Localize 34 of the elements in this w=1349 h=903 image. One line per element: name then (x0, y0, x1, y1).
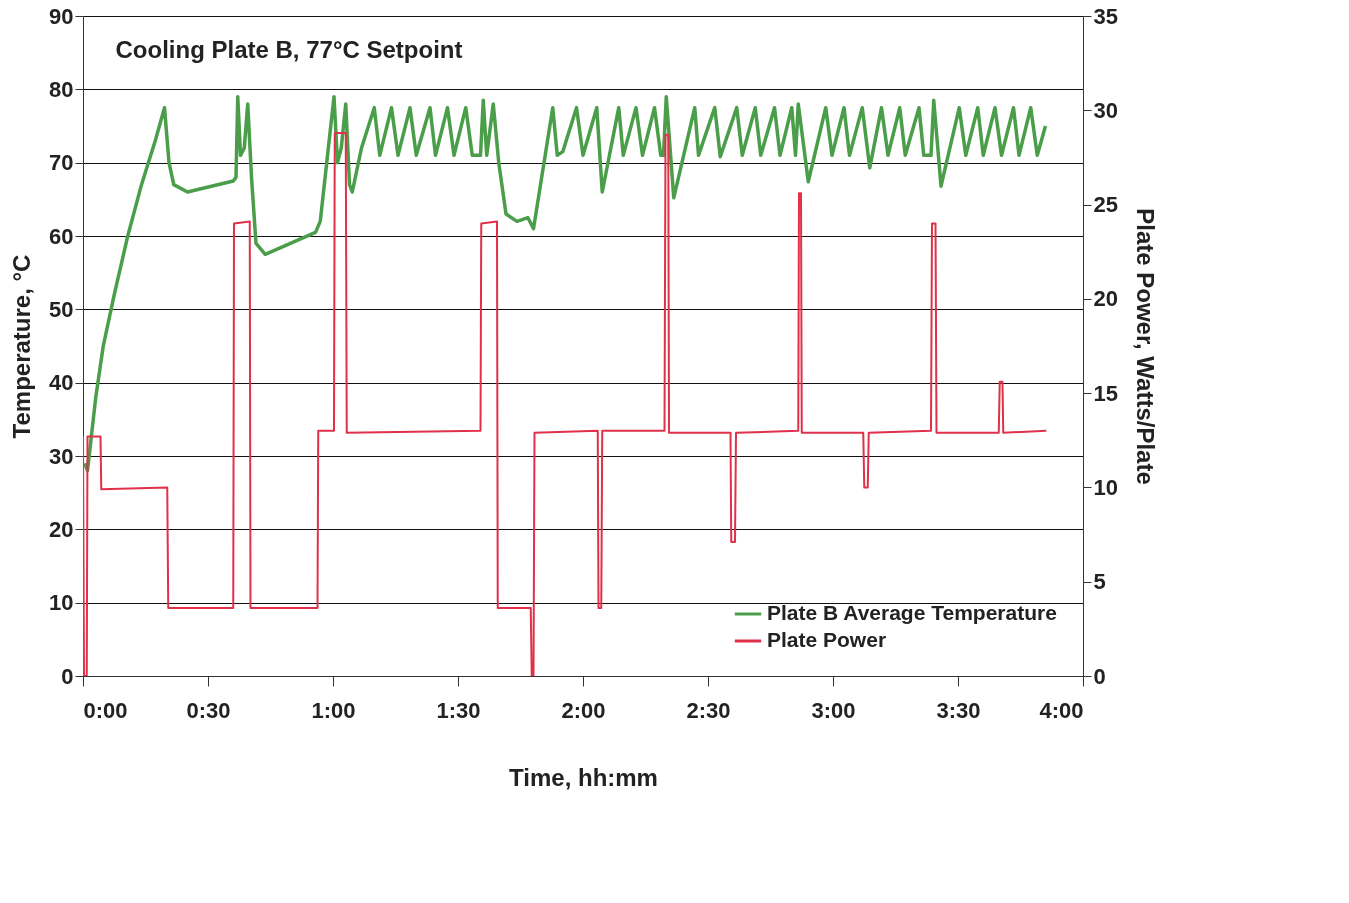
x-tick-label: 1:00 (311, 697, 356, 723)
x-tick-label: 2:30 (686, 697, 731, 723)
y-tick-label: 40 (49, 370, 74, 396)
y2-tick-label: 0 (1093, 663, 1106, 689)
y2-tick-label: 15 (1093, 380, 1118, 406)
y-tick-label: 20 (49, 516, 74, 542)
y2-tick-label: 30 (1093, 97, 1118, 123)
y-tick-label: 70 (49, 150, 74, 176)
y2-tick-label: 20 (1093, 286, 1118, 312)
legend-label: Plate Power (767, 628, 887, 651)
y2-tick-label: 10 (1093, 474, 1118, 500)
y2-tick-label: 5 (1093, 569, 1106, 595)
y2-tick-label: 25 (1093, 192, 1118, 218)
x-tick-label: 0:00 (83, 697, 128, 723)
x-tick-label: 1:30 (436, 697, 481, 723)
y-tick-label: 50 (49, 296, 74, 322)
x-tick-label: 0:30 (186, 697, 231, 723)
x-axis-title: Time, hh:mm (509, 763, 658, 791)
y-tick-label: 60 (49, 223, 74, 249)
y2-tick-label: 35 (1093, 3, 1118, 29)
x-tick-label: 4:00 (1039, 697, 1084, 723)
legend-label: Plate B Average Temperature (767, 601, 1057, 624)
x-tick-label: 3:00 (811, 697, 856, 723)
y-tick-label: 80 (49, 76, 74, 102)
y-axis-title: Temperature, °C (8, 254, 36, 439)
y-tick-label: 10 (49, 590, 74, 616)
y-tick-label: 30 (49, 443, 74, 469)
y-tick-label: 0 (61, 663, 74, 689)
text: Cooling Plate B, 77°C Setpoint (115, 36, 463, 63)
y-tick-label: 90 (49, 3, 74, 29)
line-series (83, 94, 1048, 473)
x-tick-label: 2:00 (561, 697, 606, 723)
x-tick-label: 3:30 (936, 697, 981, 723)
y2-axis-title: Plate Power, Watts/Plate (1131, 208, 1159, 485)
